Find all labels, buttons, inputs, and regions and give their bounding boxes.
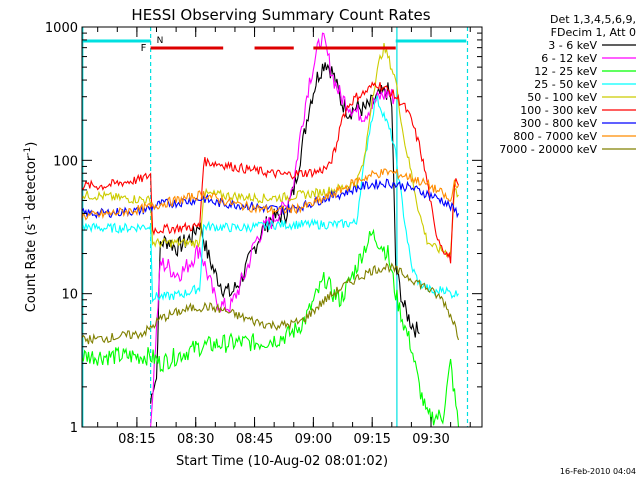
series-line-8 [81,262,460,345]
legend-entry-label: 7000 - 20000 keV [499,143,597,156]
x-tick-label: 08:30 [177,432,214,447]
y-label-part-1: Count Rate (s [24,224,39,313]
y-label-sup-1: -1 [23,215,33,224]
y-label-part-3: ) [24,142,39,147]
y-axis-label: Count Rate (s-1 detector-1) [23,142,39,313]
x-tick-label: 08:45 [236,432,273,447]
legend-entry-label: 25 - 50 keV [534,78,597,91]
chart-title: HESSI Observing Summary Count Rates [131,6,430,24]
x-tick-label: 08:15 [118,432,155,447]
legend-entry-label: 6 - 12 keV [541,52,597,65]
y-tick-label: 1000 [45,21,78,36]
legend-header: Det 1,3,4,5,6,9, [550,13,636,26]
legend-header: FDecim 1, Att 0 [551,26,636,39]
y-tick-label: 10 [61,288,78,303]
plot-frame [81,26,483,428]
x-axis-label: Start Time (10-Aug-02 08:01:02) [176,454,388,469]
series-line-2 [81,228,460,428]
legend-entry-label: 300 - 800 keV [520,117,597,130]
series-line-5 [81,81,460,264]
y-label-sup-2: -1 [23,147,33,156]
y-tick-label: 100 [53,154,78,169]
legend: Det 1,3,4,5,6,9,FDecim 1, Att 03 - 6 keV… [499,13,636,156]
legend-entry-label: 50 - 100 keV [527,91,597,104]
axis-ticks: 1 10 100 1000 08:15 08:30 08:45 09:00 09:15 09:30 [45,21,482,447]
y-label-part-2: detector [24,155,39,215]
flag-label-f: F [141,43,147,54]
legend-entry-label: 100 - 300 keV [520,104,597,117]
series-line-3 [81,95,459,303]
series-line-7 [81,168,459,221]
legend-entry-label: 3 - 6 keV [548,39,597,52]
legend-entry-label: 800 - 7000 keV [513,130,597,143]
x-tick-label: 09:15 [353,432,390,447]
footer-date: 16-Feb-2010 04:04 [560,467,636,476]
series-line-6 [81,178,460,220]
x-tick-label: 09:00 [295,432,332,447]
flag-label-n: N [157,36,164,46]
plot-area: NF [81,27,469,428]
legend-entry-label: 12 - 25 keV [534,65,597,78]
x-tick-label: 09:30 [412,432,449,447]
y-tick-label: 1 [70,421,78,436]
series-line-4 [81,43,459,258]
